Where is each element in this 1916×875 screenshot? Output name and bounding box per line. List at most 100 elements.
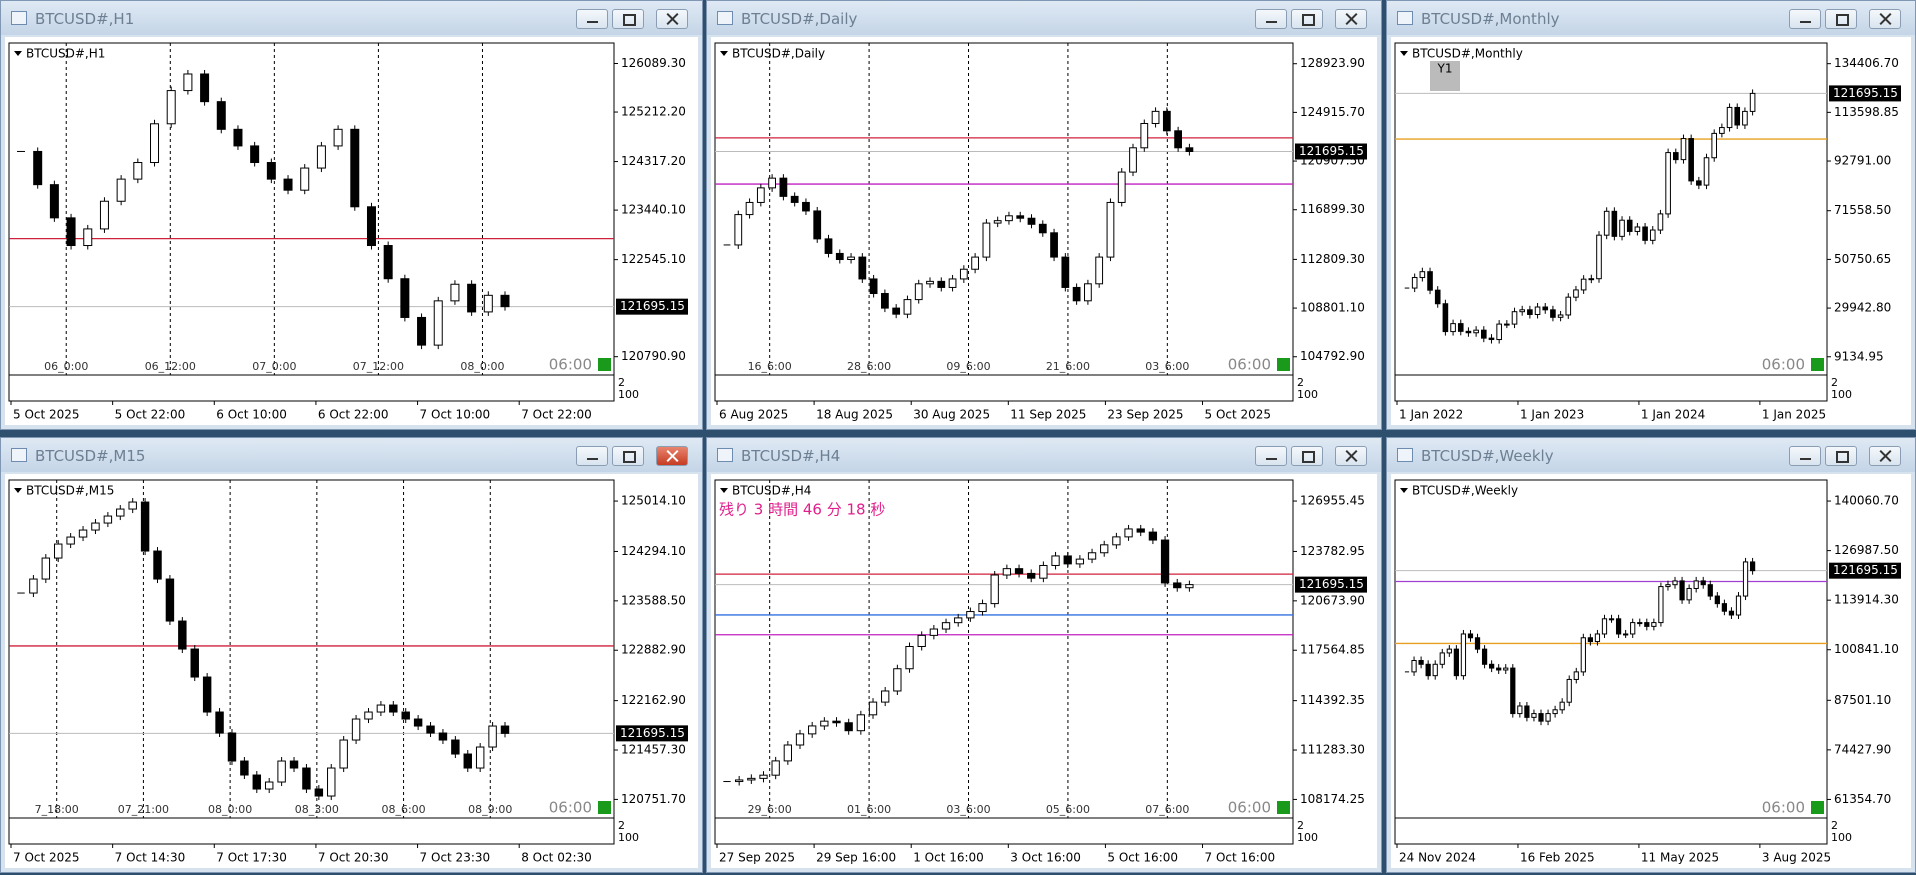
candle	[1559, 701, 1565, 711]
candle	[66, 217, 76, 247]
maximize-button[interactable]	[1291, 446, 1323, 466]
candle	[1473, 329, 1479, 334]
title-bar: BTCUSD#,H1	[1, 1, 702, 35]
candle	[1657, 213, 1664, 231]
current-price-label: 121695.15	[1833, 563, 1898, 577]
session-label: 29_6:00	[748, 803, 792, 816]
current-price-box	[1295, 143, 1367, 160]
candle	[1665, 152, 1671, 215]
candle	[1557, 314, 1564, 318]
session-label: 28_6:00	[847, 360, 891, 373]
candle	[1601, 618, 1608, 635]
candle	[1651, 622, 1657, 627]
session-label: 07_6:00	[1145, 803, 1189, 816]
chart: 126955.45 123782.95 120673.90 117564.85 1143…	[711, 474, 1377, 868]
scale-label: 100	[618, 388, 639, 401]
current-price-label: 121695.15	[1299, 577, 1364, 591]
candle	[1075, 558, 1085, 565]
candle	[350, 128, 360, 208]
candle	[1580, 637, 1586, 673]
candle	[1615, 618, 1622, 635]
candle	[1474, 637, 1481, 650]
candle	[314, 788, 324, 797]
maximize-button[interactable]	[1825, 446, 1857, 466]
minimize-button[interactable]	[576, 9, 608, 29]
time-label: 29 Sep 16:00	[816, 851, 896, 865]
candle	[1734, 106, 1741, 126]
candle	[1148, 531, 1158, 541]
candle	[1542, 306, 1549, 311]
symbol-label: BTCUSD#,H1	[26, 47, 105, 61]
icon	[623, 14, 636, 26]
price-tick-label: 29942.80	[1834, 301, 1891, 315]
time-label: 6 Aug 2025	[719, 408, 788, 422]
candle	[1603, 210, 1610, 236]
minimize-button[interactable]	[1789, 446, 1821, 466]
symbol-arrow	[14, 51, 22, 56]
candle	[1039, 564, 1048, 579]
candle	[820, 720, 829, 727]
candle	[926, 280, 934, 285]
close-button[interactable]	[1335, 9, 1367, 29]
candle	[165, 578, 175, 622]
candle	[869, 278, 878, 295]
price-tick-label: 120673.90	[1300, 593, 1365, 607]
minimize-button[interactable]	[1789, 9, 1821, 29]
candle	[1446, 648, 1452, 654]
symbol-arrow	[1400, 488, 1408, 493]
close-button[interactable]	[656, 446, 688, 466]
scale-label: 2	[1831, 376, 1838, 389]
price-tick-label: 126955.45	[1300, 494, 1365, 508]
minimize-button[interactable]	[576, 446, 608, 466]
candle	[376, 704, 386, 713]
maximize-button[interactable]	[612, 9, 644, 29]
candle	[1714, 595, 1720, 605]
icon	[1302, 14, 1315, 26]
close-button[interactable]	[1869, 446, 1901, 466]
time-label: 7 Oct 16:00	[1205, 851, 1276, 865]
candle	[1550, 309, 1556, 318]
candle	[1084, 283, 1092, 302]
candle	[366, 206, 376, 247]
icon	[1800, 458, 1811, 460]
price-tick-label: 124317.20	[621, 154, 686, 168]
candle	[1679, 580, 1685, 601]
candle	[215, 711, 224, 734]
candle	[1151, 110, 1160, 125]
candle	[1552, 709, 1558, 715]
candle	[1087, 552, 1097, 560]
chart-window: BTCUSD#,Monthly 134406.70 113598.85 92791.0…	[1386, 0, 1916, 430]
candle	[1434, 289, 1441, 305]
current-price-box	[616, 725, 688, 742]
candle	[1519, 309, 1526, 313]
candle	[795, 733, 805, 746]
time-marker: 06:00	[1228, 799, 1271, 817]
minimize-button[interactable]	[1255, 446, 1287, 466]
close-button[interactable]	[1335, 446, 1367, 466]
maximize-button[interactable]	[612, 446, 644, 466]
time-label: 6 Oct 10:00	[216, 408, 287, 422]
candle	[140, 501, 150, 552]
candle	[1160, 539, 1170, 584]
maximize-button[interactable]	[1291, 9, 1323, 29]
maximize-button[interactable]	[1825, 9, 1857, 29]
candle	[1106, 201, 1115, 258]
candle	[116, 178, 126, 202]
session-label: 01_6:00	[847, 803, 891, 816]
candle	[1742, 561, 1749, 597]
minimize-button[interactable]	[1255, 9, 1287, 29]
window-icon	[717, 448, 733, 462]
candle	[1596, 234, 1602, 280]
candle	[1686, 587, 1692, 601]
session-label: 03_6:00	[946, 803, 990, 816]
candle	[1693, 580, 1699, 589]
candle	[802, 201, 810, 212]
close-button[interactable]	[656, 9, 688, 29]
candle	[1735, 595, 1742, 616]
candle	[200, 73, 210, 103]
close-button[interactable]	[1869, 9, 1901, 29]
candle	[153, 550, 162, 580]
candle	[844, 722, 853, 732]
current-price-box	[616, 298, 688, 315]
current-price-box	[1829, 562, 1901, 579]
